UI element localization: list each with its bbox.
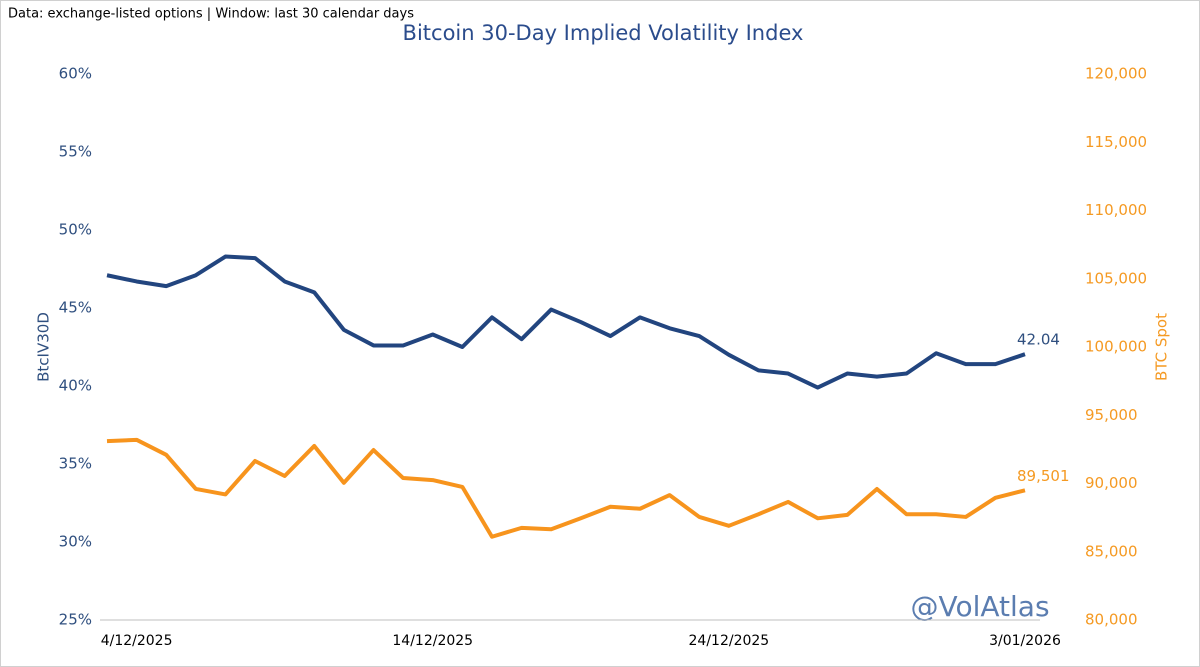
y-tick-label: 50% <box>59 221 92 239</box>
y-tick-label: 60% <box>59 65 92 83</box>
series-line <box>106 254 1026 390</box>
y-tick-label: 25% <box>59 611 92 629</box>
x-tick-label: 14/12/2025 <box>392 633 473 649</box>
y2-tick-label: 100,000 <box>1085 338 1147 356</box>
y2-tick-label: 105,000 <box>1085 269 1147 287</box>
y2-tick-label: 90,000 <box>1085 474 1138 492</box>
y-tick-label: 45% <box>59 299 92 317</box>
chart-title: Bitcoin 30-Day Implied Volatility Index <box>403 21 804 45</box>
watermark: @VolAtlas <box>910 590 1049 623</box>
y2-axis-label: BTC Spot <box>1153 313 1171 381</box>
y2-tick-label: 95,000 <box>1085 406 1138 424</box>
y2-tick-label: 85,000 <box>1085 542 1138 560</box>
y-tick-label: 35% <box>59 455 92 473</box>
series-line <box>106 437 1026 539</box>
y2-tick-label: 120,000 <box>1085 65 1147 83</box>
y-axis-label: BtcIV30D <box>35 312 53 382</box>
y-tick-label: 30% <box>59 533 92 551</box>
x-tick-label: 24/12/2025 <box>689 633 770 649</box>
y2-tick-label: 110,000 <box>1085 201 1147 219</box>
y-tick-label: 40% <box>59 377 92 395</box>
y2-tick-label: 115,000 <box>1085 133 1147 151</box>
x-tick-label: 3/01/2026 <box>989 633 1061 649</box>
chart-subtitle: Data: exchange-listed options | Window: … <box>8 7 414 22</box>
data-label: 89,501 <box>1017 467 1070 485</box>
data-label: 42.04 <box>1017 331 1060 349</box>
y2-tick-label: 80,000 <box>1085 611 1138 629</box>
x-tick-label: 4/12/2025 <box>101 633 173 649</box>
y-tick-label: 55% <box>59 143 92 161</box>
